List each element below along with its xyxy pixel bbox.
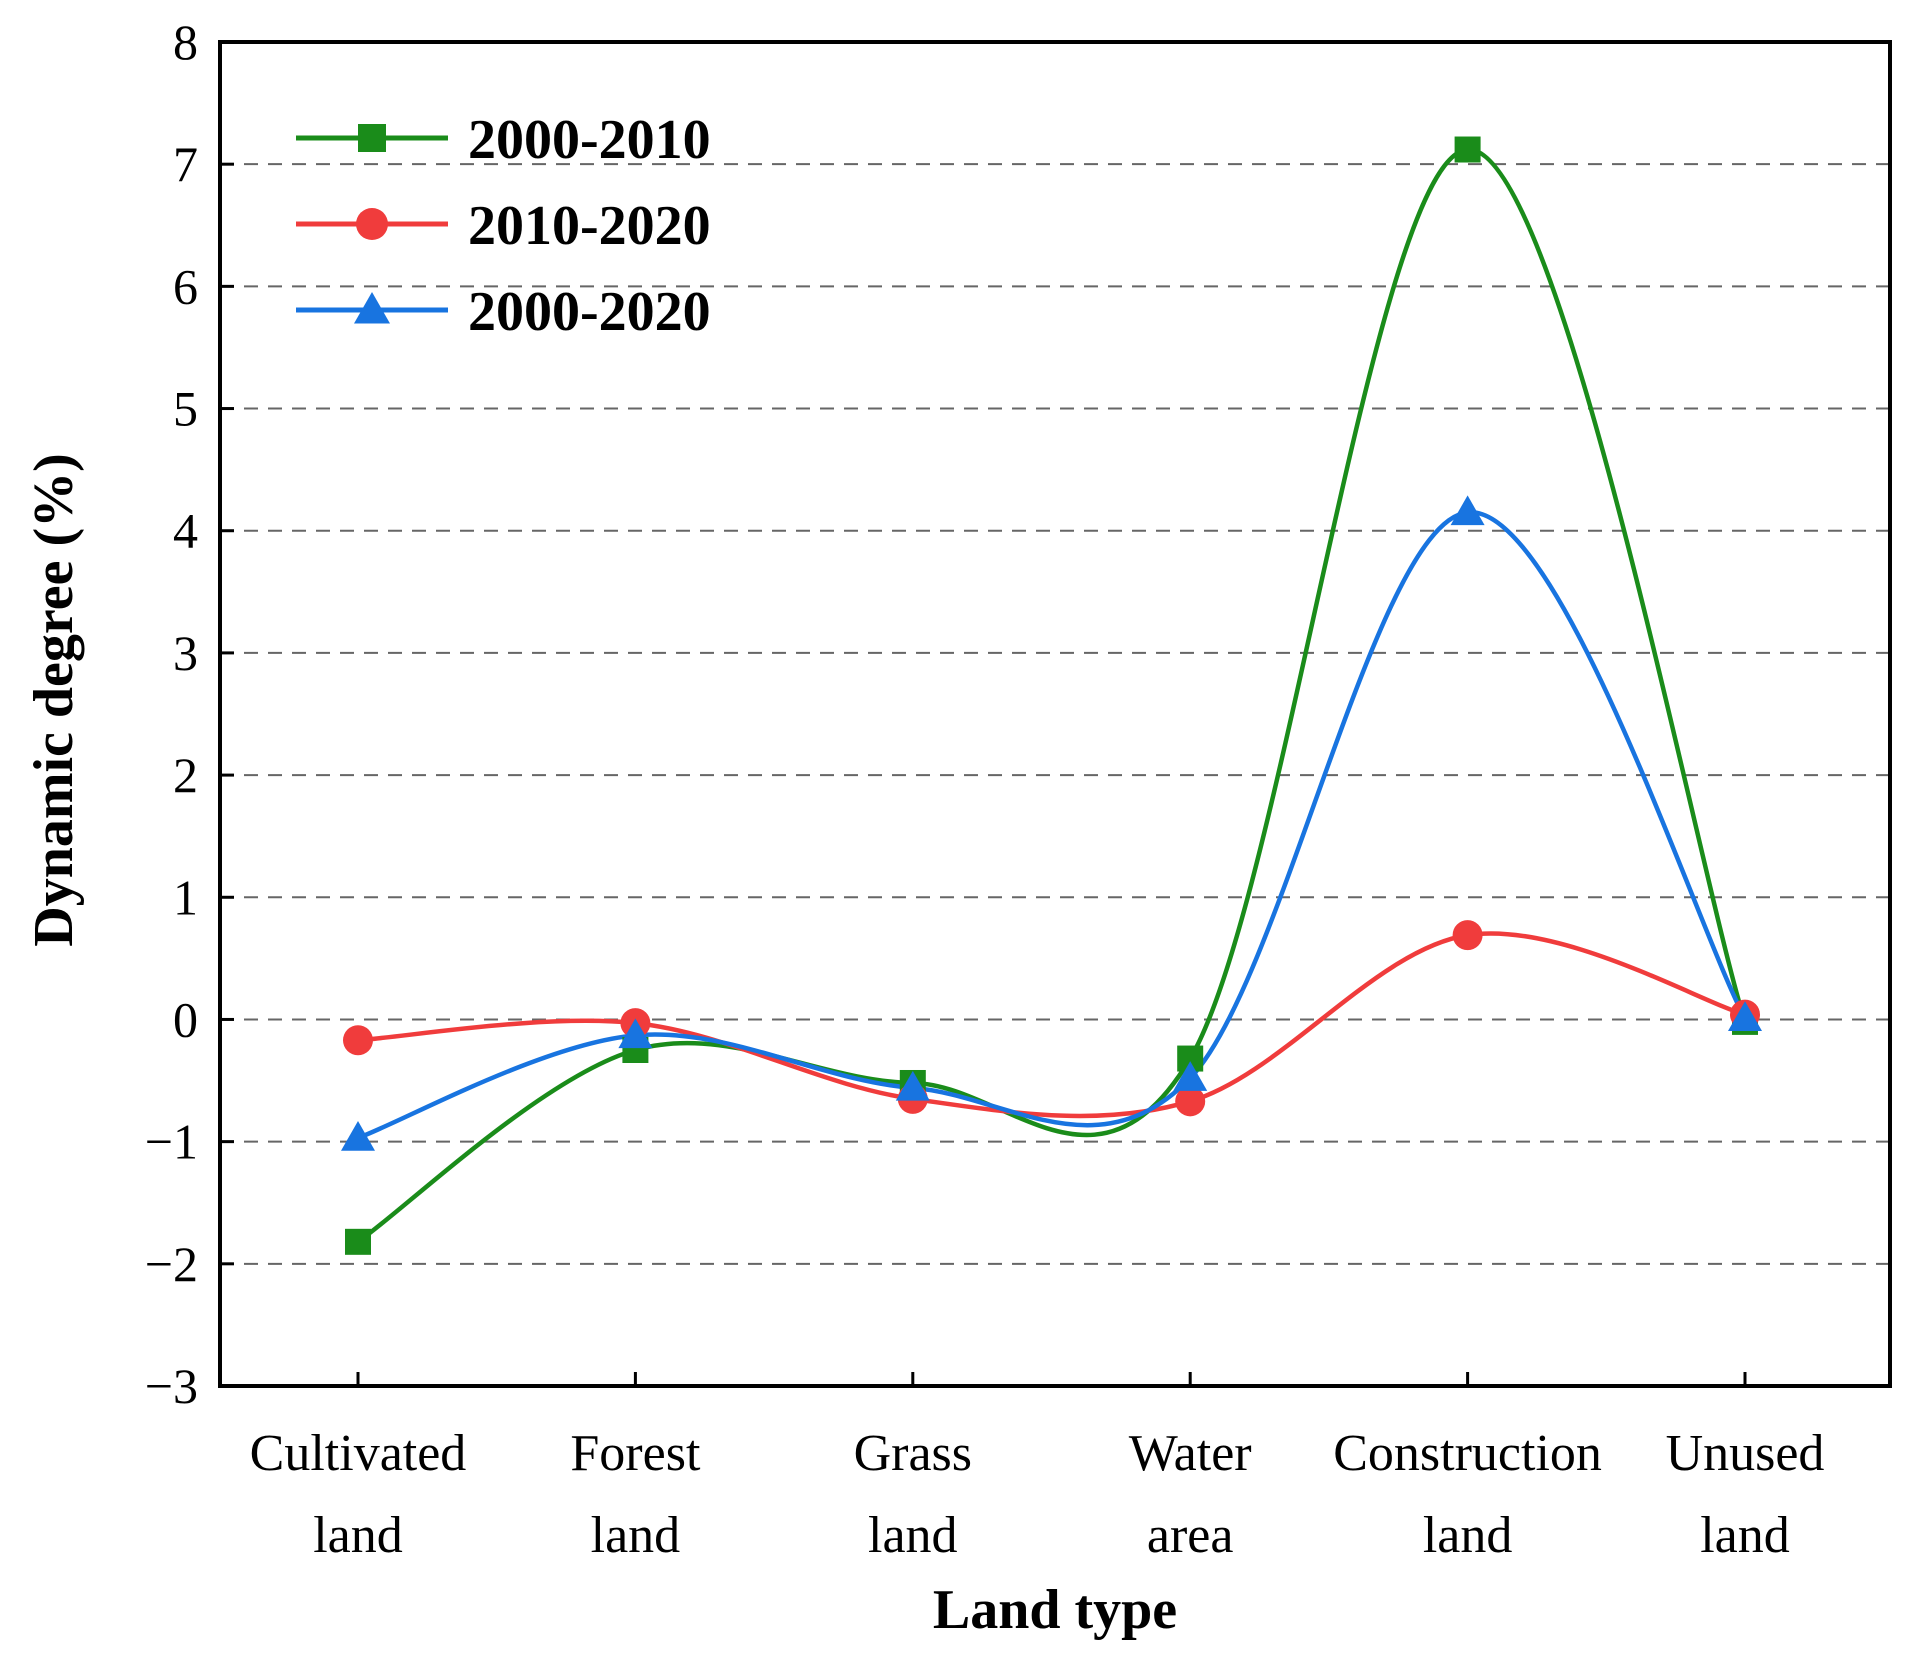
x-tick-label-line: Water bbox=[1129, 1425, 1252, 1482]
data-point-2000-2020 bbox=[1728, 1001, 1762, 1031]
x-tick-label-line: Construction bbox=[1333, 1425, 1602, 1482]
data-point-2010-2020 bbox=[1175, 1086, 1206, 1117]
x-tick-label-line: land bbox=[313, 1507, 403, 1564]
data-point-2000-2020 bbox=[341, 1120, 375, 1151]
data-point-2000-2010 bbox=[345, 1228, 371, 1255]
series-layer bbox=[341, 136, 1762, 1255]
y-tick-label: 6 bbox=[173, 258, 198, 314]
legend-label: 2010-2020 bbox=[468, 195, 711, 257]
x-tick-label: Forest land bbox=[570, 1425, 701, 1564]
y-tick-label: 5 bbox=[173, 381, 198, 437]
y-tick-label: 2 bbox=[173, 747, 198, 803]
x-tick-label-line: land bbox=[591, 1507, 681, 1564]
y-tick-label: −3 bbox=[145, 1358, 198, 1414]
x-axis-title: Land type bbox=[933, 1579, 1177, 1641]
legend-label: 2000-2010 bbox=[468, 109, 711, 171]
x-tick-label-line: Grass bbox=[854, 1425, 972, 1482]
x-tick-label: Cultivated land bbox=[250, 1425, 467, 1564]
x-tick-label-line: area bbox=[1147, 1507, 1234, 1564]
plot-frame bbox=[218, 40, 1892, 1388]
x-tick-label-line: land bbox=[868, 1507, 958, 1564]
x-tick-label-line: Unused bbox=[1666, 1425, 1825, 1482]
y-tick-label: 7 bbox=[173, 136, 198, 192]
y-tick-label: −1 bbox=[145, 1114, 198, 1170]
x-tick-label: Construction land bbox=[1333, 1425, 1602, 1564]
legend: 2000-2010 2010-2020 2000-2020 bbox=[296, 109, 711, 343]
x-tick-label: Water area bbox=[1129, 1425, 1252, 1564]
data-point-2000-2020 bbox=[895, 1070, 930, 1101]
x-tick-label-line: Cultivated bbox=[250, 1425, 467, 1482]
legend-label: 2000-2020 bbox=[468, 281, 711, 343]
y-tick-label: 3 bbox=[173, 625, 198, 681]
y-tick-label: −2 bbox=[145, 1236, 198, 1292]
x-tick-label: Grass land bbox=[854, 1425, 972, 1564]
y-axis-title: Dynamic degree (%) bbox=[23, 453, 85, 947]
data-point-2000-2010 bbox=[1454, 136, 1481, 163]
x-tick-label-line: Forest bbox=[570, 1425, 701, 1482]
data-point-2000-2020 bbox=[1173, 1061, 1208, 1091]
data-point-2010-2020 bbox=[1452, 920, 1483, 951]
legend-marker bbox=[354, 292, 390, 324]
data-point-2000-2020 bbox=[618, 1018, 653, 1049]
y-tick-label: 4 bbox=[173, 503, 198, 559]
series-line-2010-2020 bbox=[357, 931, 1746, 1119]
legend-marker bbox=[358, 124, 386, 152]
data-point-2010-2020 bbox=[343, 1025, 373, 1056]
y-tick-label: 8 bbox=[173, 14, 198, 70]
legend-marker bbox=[356, 208, 388, 240]
y-tick-label: 1 bbox=[173, 869, 198, 925]
y-tick-label: 0 bbox=[173, 991, 198, 1047]
x-tick-label-line: land bbox=[1423, 1507, 1513, 1564]
x-tick-label-line: land bbox=[1700, 1507, 1790, 1564]
x-tick-label: Unused land bbox=[1666, 1425, 1825, 1564]
data-point-2000-2020 bbox=[1450, 495, 1485, 526]
series-line-2000-2020 bbox=[357, 510, 1747, 1141]
